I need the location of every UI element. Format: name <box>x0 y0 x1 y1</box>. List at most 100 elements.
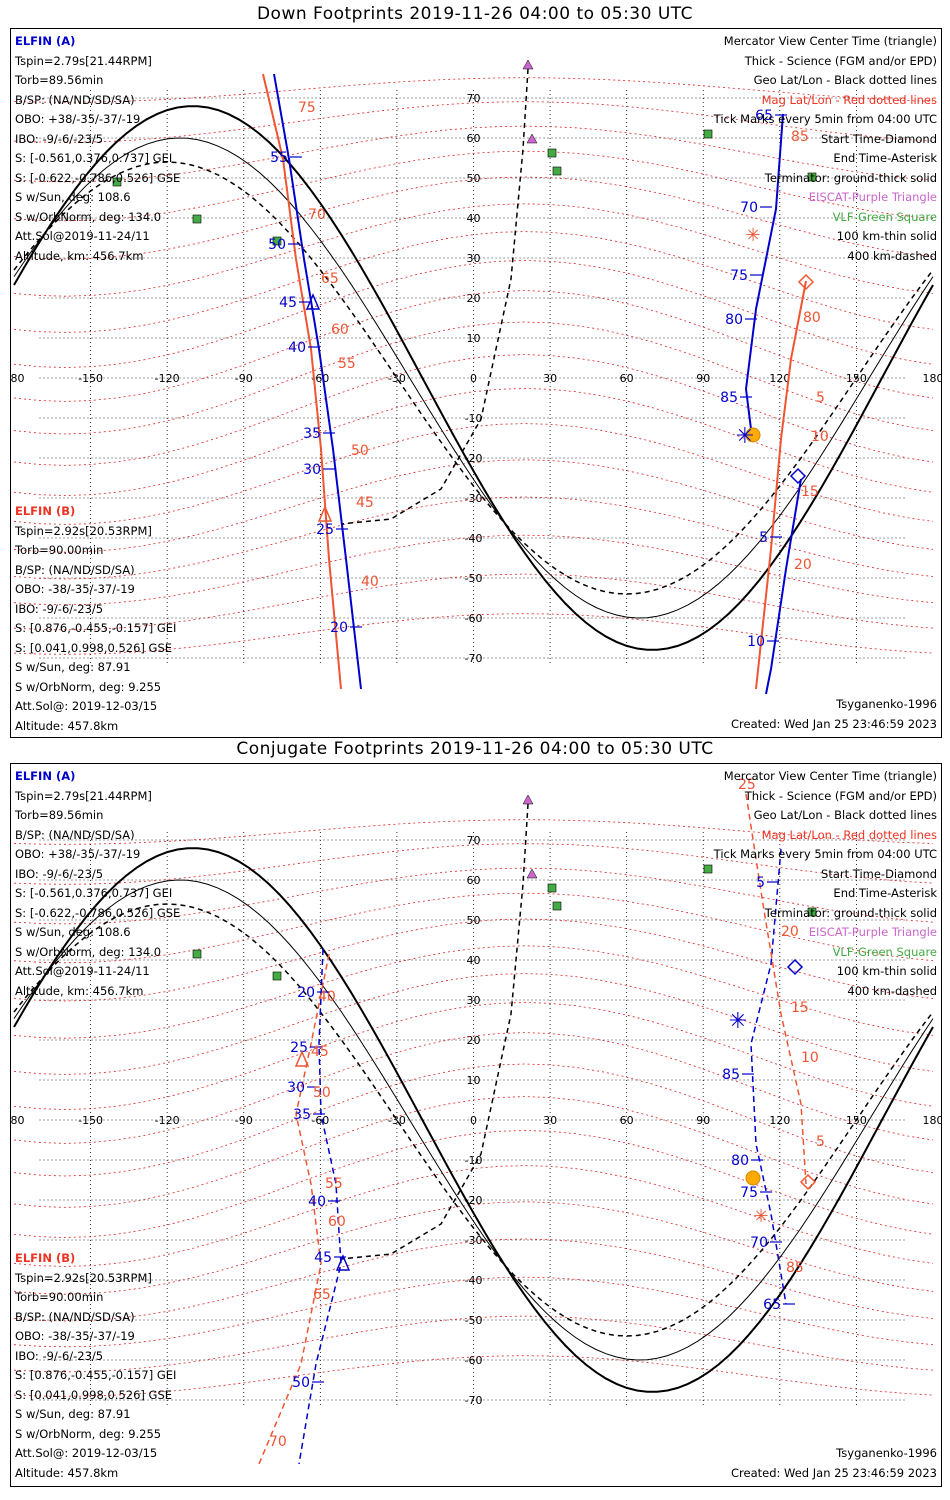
elfin-a-down-track-east2 <box>765 478 802 695</box>
legend-terminator: Terminator: ground-thick solid <box>764 170 937 185</box>
lon-tick-label: -90 <box>235 372 253 385</box>
vlf-station-square <box>192 214 202 224</box>
elfin-b-center-triangle <box>317 505 333 522</box>
vlf-station-square <box>552 901 562 911</box>
elfin-a-time-label: 50 <box>268 237 286 253</box>
elfin-a-down-track <box>273 73 362 690</box>
legend-100km: 100 km-thin solid <box>836 229 937 243</box>
elfin-a-time-label: 5 <box>759 530 768 546</box>
legend-mag: Mag Lat/Lon - Red dotted lines <box>761 92 937 107</box>
mag-parallel <box>13 77 934 103</box>
lon-tick-label: 60 <box>620 372 634 385</box>
legend-mercator: Mercator View Center Time (triangle) <box>723 769 937 783</box>
lon-tick-label: -60 <box>311 1114 329 1127</box>
lon-tick-label: -150 <box>78 372 103 385</box>
mag-parallel <box>13 1063 934 1177</box>
legend-mag: Mag Lat/Lon - Red dotted lines <box>761 827 937 842</box>
lat-tick-label: 50 <box>467 172 481 185</box>
elfin-b-time-label: 70 <box>308 207 326 223</box>
elfin-a-time-label: 65 <box>755 108 773 124</box>
info-line: Att.Sol@2019-11-24/11 <box>15 964 150 978</box>
lat-tick-label: -30 <box>465 492 483 505</box>
elfin-a-time-label: 25 <box>316 522 334 538</box>
info-line: S w/OrbNorm, deg: 134.0 <box>15 944 162 959</box>
info-line: Tspin=2.92s[20.53RPM] <box>15 1270 152 1285</box>
lat-tick-label: 40 <box>467 954 481 967</box>
lat-tick-label: 30 <box>467 252 481 265</box>
elfin-a-time-label: 75 <box>740 1185 758 1201</box>
elfin-a-time-label: 10 <box>747 634 765 650</box>
lon-tick-label: -60 <box>311 372 329 385</box>
elfin-b-time-label: 70 <box>269 1434 287 1450</box>
elfin-a-down-track-east <box>744 113 784 430</box>
sun-position-icon <box>745 427 761 443</box>
elfin-b-time-label: 20 <box>781 924 799 940</box>
legend-400km: 400 km-dashed <box>847 983 937 998</box>
info-line: S: [-0.561,0.376,0.737] GEI <box>15 151 173 165</box>
vlf-station-square <box>703 864 713 874</box>
lon-tick-label: 90 <box>696 372 710 385</box>
created-label: Created: Wed Jan 25 23:46:59 2023 <box>730 717 937 731</box>
info-line: Tspin=2.79s[21.44RPM] <box>15 788 152 803</box>
vlf-station-square <box>112 177 122 187</box>
elfin-b-time-label: 45 <box>311 1044 329 1060</box>
elfin-b-time-label: 10 <box>811 429 829 445</box>
info-line: Torb=90.00min <box>15 543 104 557</box>
vlf-station-square <box>703 129 713 139</box>
elfin-a-conjugate-track-east <box>750 848 787 1305</box>
elfin-b-time-label: 65 <box>313 1287 331 1303</box>
lat-tick-label: 60 <box>467 132 481 145</box>
elfin-a-header: ELFIN (A) <box>15 769 76 783</box>
mag-parallel <box>13 843 934 885</box>
mag-parallel <box>13 354 934 466</box>
elfin-b-conjugate-track-east <box>745 793 807 1185</box>
info-line: Altitude: 457.8km <box>15 718 119 733</box>
info-line: OBO: +38/-35/-37/-19 <box>15 112 141 126</box>
lat-tick-label: -60 <box>465 1354 483 1367</box>
elfin-a-time-label: 85 <box>720 390 738 406</box>
terminator-400km <box>13 161 934 595</box>
info-line: S: [0.876,-0.455,-0.157] GEI <box>15 1368 177 1382</box>
vlf-station-square <box>192 949 202 959</box>
info-line: IBO: -9/-6/-23/5 <box>15 866 104 881</box>
elfin-a-time-label: 40 <box>308 1194 326 1210</box>
lat-tick-label: -60 <box>465 612 483 625</box>
mag-parallel <box>13 1201 934 1295</box>
eiscat-field-line <box>340 803 529 1260</box>
lon-tick-label: 180 <box>11 1114 25 1127</box>
lon-tick-label: 90 <box>696 1114 710 1127</box>
info-line: S w/Sun, deg: 87.91 <box>15 660 131 674</box>
lat-tick-label: -30 <box>465 1234 483 1247</box>
elfin-a-time-label: 55 <box>270 150 288 166</box>
lat-tick-label: 70 <box>467 92 481 105</box>
mag-parallel <box>13 203 934 297</box>
lon-tick-label: 60 <box>620 1114 634 1127</box>
legend-ticks: Tick Marks every 5min from 04:00 UTC <box>713 847 937 861</box>
elfin-a-time-label: 30 <box>303 462 321 478</box>
lat-tick-label: -70 <box>465 652 483 665</box>
terminator-400km <box>13 903 934 1337</box>
lon-tick-label: 0 <box>470 1114 477 1127</box>
elfin-b-conjugate-track <box>258 953 330 1465</box>
elfin-b-time-label: 65 <box>321 271 339 287</box>
panel-title-conjugate: Conjugate Footprints 2019-11-26 04:00 to… <box>236 739 714 759</box>
lon-tick-label: 180 <box>923 372 942 385</box>
elfin-b-header: ELFIN (B) <box>15 504 76 518</box>
info-line: S: [-0.622,-0.786,0.526] GSE <box>15 170 181 185</box>
info-line: S: [-0.622,-0.786,0.526] GSE <box>15 905 181 920</box>
terminator-ground <box>13 105 934 651</box>
elfin-b-time-label: 15 <box>791 1000 809 1016</box>
mag-parallel <box>13 892 934 964</box>
lon-tick-label: -120 <box>155 1114 180 1127</box>
elfin-b-time-label: 60 <box>328 1214 346 1230</box>
lat-tick-label: 70 <box>467 834 481 847</box>
legend-end: End Time-Asterisk <box>833 151 937 165</box>
legend-vlf: VLF-Green Square <box>832 944 937 959</box>
info-line: OBO: +38/-35/-37/-19 <box>15 847 141 861</box>
lat-tick-label: -70 <box>465 1394 483 1407</box>
map-legend: Mercator View Center Time (triangle) Thi… <box>714 32 937 266</box>
mag-parallel <box>13 819 934 845</box>
elfin-b-time-label: 15 <box>801 484 819 500</box>
legend-eiscat: EISCAT-Purple Triangle <box>808 925 937 939</box>
legend-thick: Thick - Science (FGM and/or EPD) <box>744 788 937 803</box>
